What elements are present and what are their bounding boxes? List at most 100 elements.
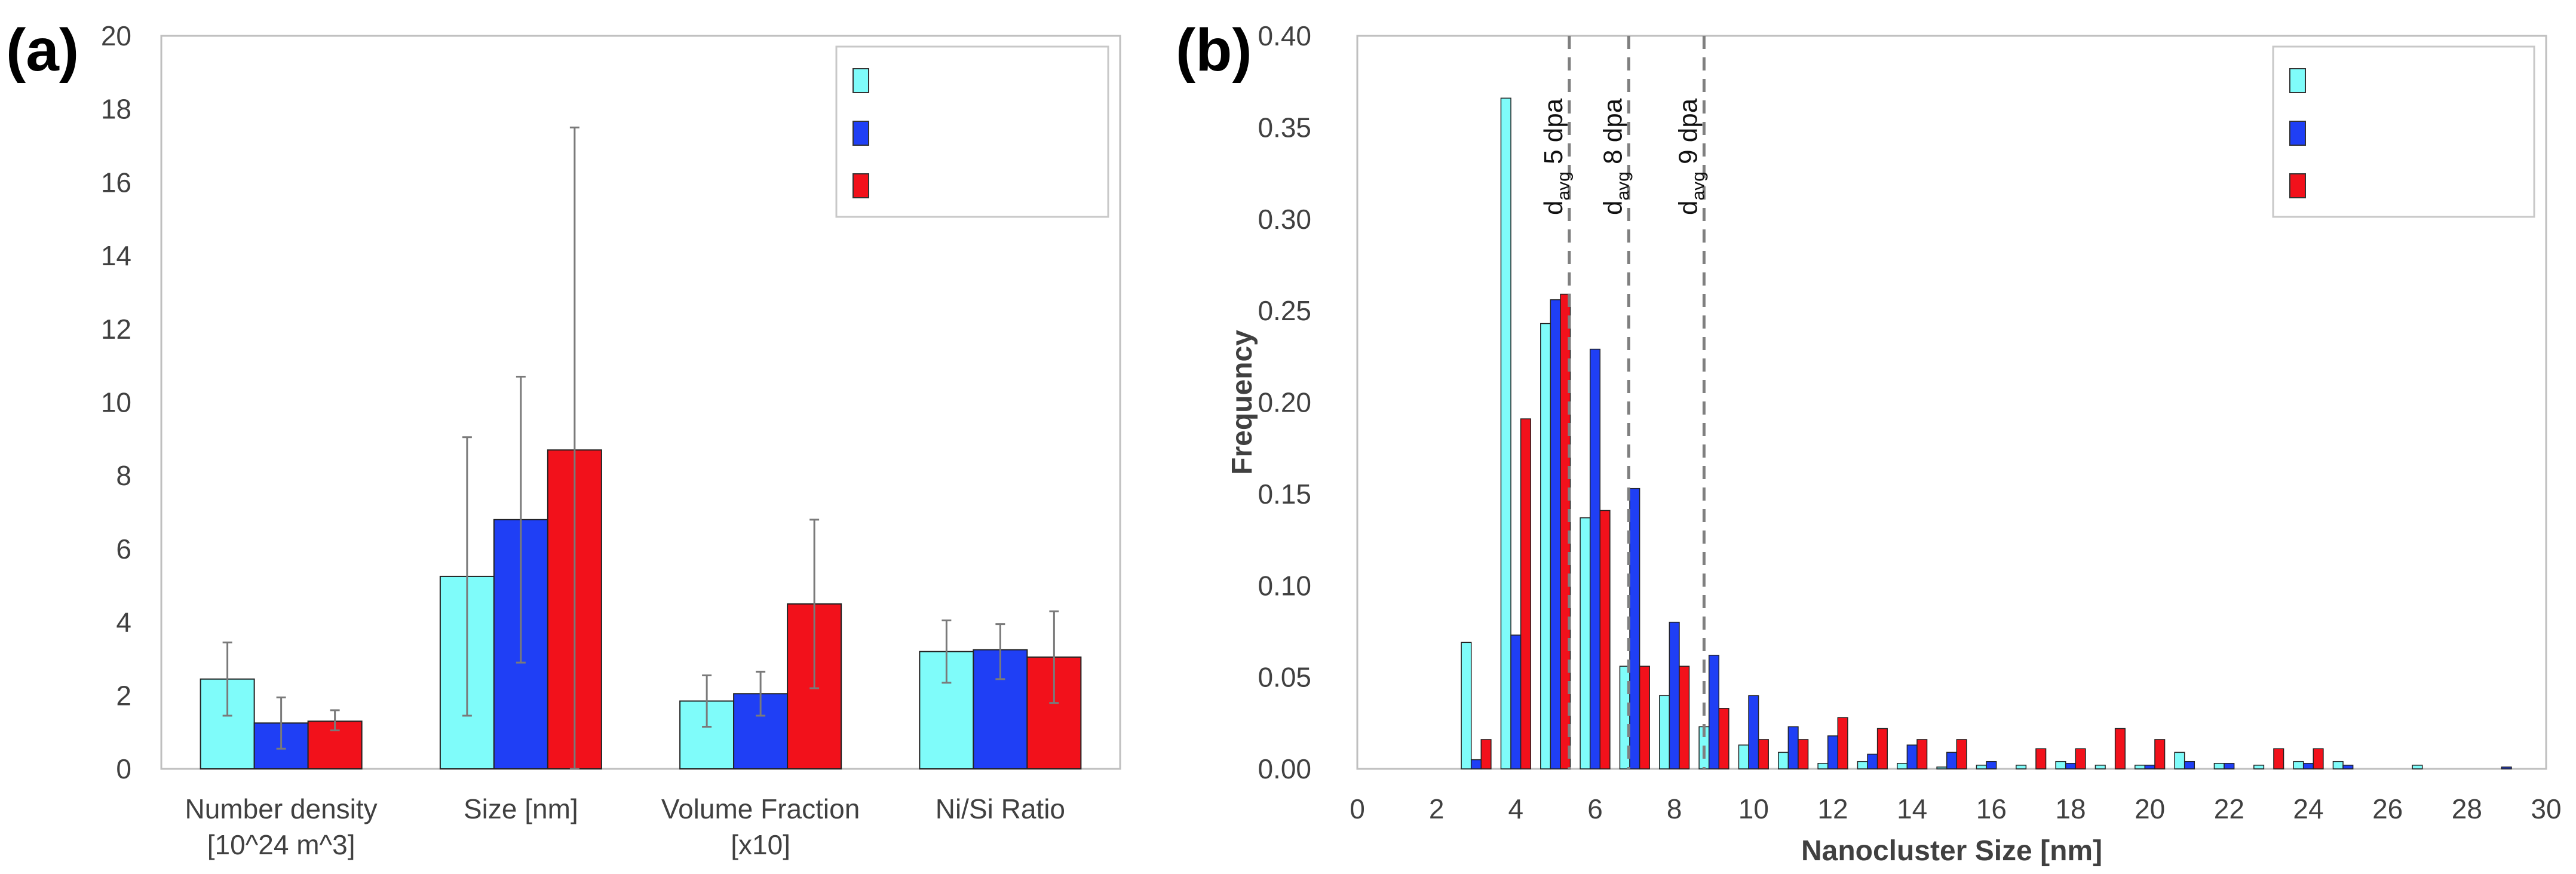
average-label-symbol: d [1539, 201, 1568, 215]
legend-frame [835, 45, 1109, 218]
bar [1550, 299, 1561, 769]
bar [1589, 348, 1601, 769]
bar [1936, 766, 1948, 769]
chart-a: 0 2 4 6 8 10 12 14 16 18 20 Number density [10^24 m^… [101, 20, 1121, 860]
category-label-line: Number density [185, 793, 378, 824]
bar [1897, 763, 1908, 769]
y-tick-label: 0 [116, 753, 131, 784]
y-tick-label: 0.25 [1258, 295, 1311, 326]
legend-frame [2272, 45, 2535, 218]
legend [835, 45, 1109, 218]
legend-swatch [2289, 173, 2306, 198]
bar [1758, 739, 1769, 769]
bar [1817, 763, 1829, 769]
panel-label-b: (b) [1176, 17, 1252, 84]
bar [2144, 765, 2155, 769]
x-axis-title: Nanocluster Size [nm] [1801, 835, 2102, 867]
bar [1520, 418, 1531, 769]
category-label: Ni/Si Ratio [936, 793, 1065, 824]
bar [1540, 323, 1551, 769]
x-tick-label: 28 [2452, 793, 2482, 824]
bar [2055, 760, 2066, 769]
y-tick-label: 0.30 [1258, 204, 1311, 235]
bar [1480, 739, 1492, 769]
y-tick-label: 0.20 [1258, 387, 1311, 418]
category-label-line: [x10] [731, 829, 790, 860]
y-tick-label: 12 [101, 314, 131, 345]
bar [1659, 695, 1670, 769]
category-label: Size [nm] [464, 793, 578, 824]
bar [1629, 487, 1640, 769]
category-label-line: Ni/Si Ratio [936, 793, 1065, 824]
bar [2135, 765, 2146, 769]
bar [2094, 765, 2106, 769]
x-tick-label: 12 [1817, 793, 1848, 824]
y-tick-label: 6 [116, 533, 131, 565]
bar [2293, 760, 2304, 769]
bar [307, 720, 363, 769]
y-tick-label: 0.35 [1258, 112, 1311, 143]
y-tick-label: 8 [116, 460, 131, 491]
category-label: Number density [10^24 m^3] [185, 793, 378, 860]
bar [2342, 765, 2354, 769]
y-tick-label: 0.15 [1258, 479, 1311, 510]
bar [1708, 655, 1720, 769]
x-tick-label: 22 [2214, 793, 2244, 824]
y-tick-label: 0.05 [1258, 662, 1311, 693]
bar [2412, 765, 2423, 769]
y-axis-title: Frequency [1226, 330, 1258, 475]
x-tick-label: 24 [2293, 793, 2323, 824]
bar [1510, 634, 1522, 769]
category-label: Volume Fraction [x10] [661, 793, 860, 860]
average-label: davg 8 dpa [1598, 98, 1633, 215]
bar [2016, 765, 2027, 769]
bar [2224, 763, 2235, 769]
x-tick-label: 0 [1350, 793, 1365, 824]
x-tick-label: 26 [2372, 793, 2403, 824]
bar [1461, 642, 1472, 769]
bar [1986, 760, 1997, 769]
category-label-line: Volume Fraction [661, 793, 860, 824]
bar [2213, 763, 2225, 769]
bar [1718, 708, 1729, 769]
bar [2174, 752, 2185, 769]
bar [1580, 517, 1591, 769]
bar [1738, 744, 1749, 769]
bar [1867, 753, 1878, 769]
average-label-suffix: 5 dpa [1539, 98, 1568, 171]
x-tick-label: 10 [1738, 793, 1769, 824]
legend-swatch [852, 173, 869, 198]
category-label-line: [10^24 m^3] [207, 829, 355, 860]
bar [2332, 760, 2344, 769]
bar [1837, 717, 1848, 769]
bar [2501, 766, 2512, 769]
average-label-suffix: 8 dpa [1598, 98, 1627, 171]
y-tick-label: 10 [101, 387, 131, 418]
bar [1639, 666, 1650, 769]
bar [1669, 621, 1680, 769]
bar [1956, 739, 1967, 769]
bar [1876, 728, 1888, 769]
bar [2075, 748, 2086, 769]
bar [1798, 739, 1809, 769]
x-tick-label: 16 [1976, 793, 2007, 824]
legend-swatch [2289, 121, 2306, 146]
legend-swatch [2289, 68, 2306, 93]
bar [1599, 510, 1611, 769]
bar [2184, 760, 2195, 769]
y-tick-label: 0.10 [1258, 570, 1311, 601]
bar [2154, 739, 2166, 769]
bar [1679, 666, 1690, 769]
average-label-subscript: avg [1554, 171, 1574, 200]
average-label: davg 9 dpa [1673, 98, 1708, 215]
bar [1470, 759, 1482, 769]
x-tick-label: 18 [2055, 793, 2086, 824]
category-label-line: Size [nm] [464, 793, 578, 824]
y-tick-label: 14 [101, 240, 131, 271]
bar [1916, 739, 1928, 769]
y-tick-label: 20 [101, 20, 131, 51]
average-label-symbol: d [1673, 201, 1703, 215]
average-label: davg 5 dpa [1539, 98, 1574, 215]
bar [1857, 760, 1868, 769]
